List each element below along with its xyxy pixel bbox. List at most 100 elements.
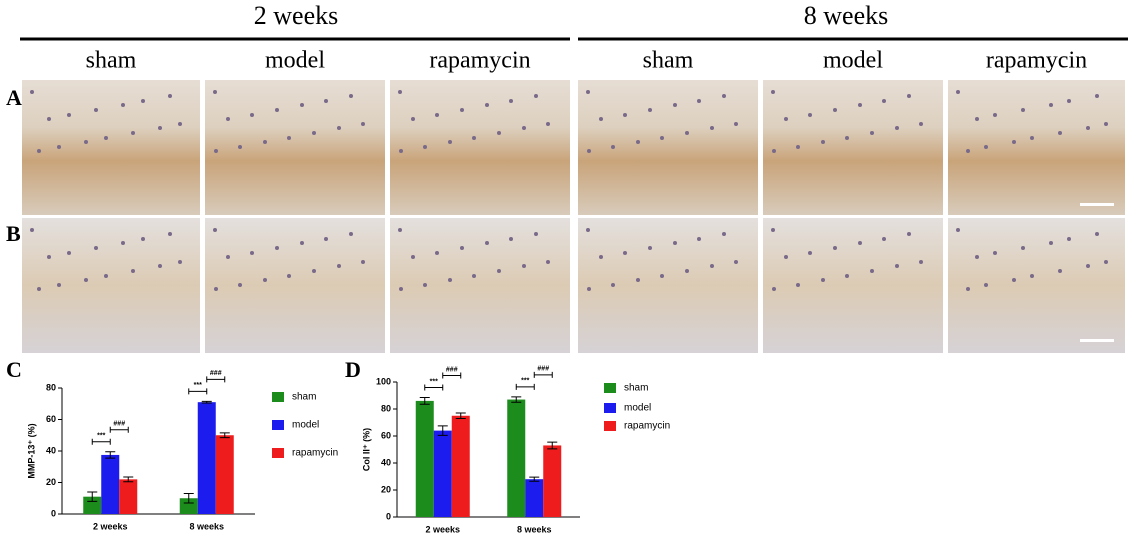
cell — [435, 251, 439, 255]
significance-bracket — [515, 383, 535, 390]
cell — [349, 94, 353, 98]
histology-image — [22, 80, 200, 215]
scale-bar — [1080, 339, 1114, 342]
legend-swatch — [272, 420, 284, 430]
cell — [784, 255, 788, 259]
error-bar — [547, 441, 558, 450]
y-axis-title: Col II⁺ (%) — [361, 428, 371, 471]
cell — [168, 94, 172, 98]
legend-swatch — [604, 383, 616, 393]
column-label: sham — [86, 48, 137, 74]
histology-image — [205, 218, 385, 353]
cell — [94, 246, 98, 250]
bar — [179, 498, 198, 514]
y-tick-label: 80 — [381, 403, 391, 413]
significance-label: *** — [430, 378, 438, 385]
bar — [215, 435, 234, 514]
cell — [104, 274, 108, 278]
cell — [214, 149, 218, 153]
cell — [975, 117, 979, 121]
legend-label: sham — [292, 392, 316, 403]
cell — [1067, 99, 1071, 103]
y-tick-label: 0 — [51, 508, 56, 518]
legend-label: model — [624, 403, 651, 414]
cell — [349, 232, 353, 236]
cell — [833, 108, 837, 112]
column-label: rapamycin — [986, 48, 1087, 74]
cell — [821, 278, 825, 282]
legend-swatch — [604, 421, 616, 431]
error-bar — [219, 432, 230, 439]
cell — [966, 287, 970, 291]
cell — [324, 237, 328, 241]
cell — [178, 260, 182, 264]
cell — [697, 99, 701, 103]
cell — [104, 136, 108, 140]
cell — [275, 246, 279, 250]
cell — [1095, 94, 1099, 98]
legend-swatch — [604, 403, 616, 413]
cell — [361, 260, 365, 264]
cell — [1086, 126, 1090, 130]
cell — [312, 131, 316, 135]
cell — [993, 113, 997, 117]
significance-bracket — [424, 384, 444, 391]
cell — [30, 90, 34, 94]
cell — [37, 149, 41, 153]
error-bar — [105, 451, 116, 459]
bar — [543, 445, 562, 517]
cell — [907, 94, 911, 98]
cell — [984, 145, 988, 149]
cell — [250, 113, 254, 117]
significance-label: *** — [521, 378, 529, 385]
cell — [509, 99, 513, 103]
cell — [636, 278, 640, 282]
cell — [734, 122, 738, 126]
error-bar — [123, 476, 134, 483]
histology-image — [578, 80, 758, 215]
cell — [821, 140, 825, 144]
cell — [1058, 269, 1062, 273]
panel-label: D — [345, 357, 361, 382]
cell — [423, 145, 427, 149]
cell — [534, 94, 538, 98]
cell — [673, 103, 677, 107]
cell — [497, 269, 501, 273]
cell — [919, 260, 923, 264]
cell — [337, 126, 341, 130]
cell — [956, 90, 960, 94]
cell — [485, 103, 489, 107]
legend-swatch — [272, 448, 284, 458]
cell — [895, 126, 899, 130]
cell — [168, 232, 172, 236]
cell — [771, 90, 775, 94]
cell — [411, 117, 415, 121]
cell — [845, 274, 849, 278]
period-title: 8 weeks — [804, 1, 888, 30]
cell — [399, 149, 403, 153]
cell — [984, 283, 988, 287]
legend-label: rapamycin — [624, 421, 670, 432]
cell — [238, 283, 242, 287]
cell — [472, 136, 476, 140]
cell — [1030, 136, 1034, 140]
histology-image — [390, 218, 570, 353]
cell — [587, 149, 591, 153]
cell — [84, 140, 88, 144]
significance-label: ### — [210, 370, 222, 377]
cell — [57, 283, 61, 287]
cell — [485, 241, 489, 245]
cell — [399, 287, 403, 291]
cell — [121, 241, 125, 245]
x-tick-label: 8 weeks — [189, 521, 224, 531]
y-tick-label: 100 — [376, 376, 391, 386]
significance-label: *** — [194, 382, 202, 389]
cell — [509, 237, 513, 241]
cell — [771, 228, 775, 232]
cell — [361, 122, 365, 126]
cell — [423, 283, 427, 287]
bar — [101, 454, 120, 514]
cell — [226, 117, 230, 121]
cell — [1021, 246, 1025, 250]
y-tick-label: 60 — [46, 414, 56, 424]
